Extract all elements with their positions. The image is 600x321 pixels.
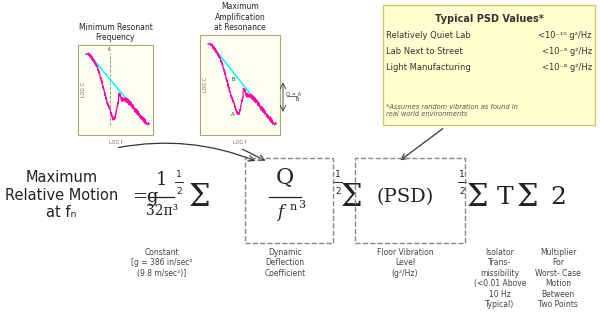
Text: Q = A
      B: Q = A B — [286, 92, 301, 102]
Text: 1: 1 — [335, 170, 341, 179]
Text: 2: 2 — [335, 187, 341, 196]
Text: *Assumes random vibration as found in
real world environments: *Assumes random vibration as found in re… — [386, 104, 518, 117]
Text: Typical PSD Values*: Typical PSD Values* — [434, 14, 544, 24]
Text: 1: 1 — [156, 171, 168, 189]
Text: Σ: Σ — [517, 181, 539, 213]
Text: Relatively Quiet Lab: Relatively Quiet Lab — [386, 31, 471, 40]
Text: Σ: Σ — [467, 181, 489, 213]
Text: 1: 1 — [459, 170, 465, 179]
Text: T: T — [497, 186, 514, 209]
Bar — [245, 158, 333, 243]
Text: (PSD): (PSD) — [376, 188, 434, 206]
Text: 3: 3 — [298, 200, 305, 210]
Text: LOG f: LOG f — [109, 140, 122, 145]
Text: <10⁻⁹ g²/Hz: <10⁻⁹ g²/Hz — [542, 47, 592, 56]
Text: n: n — [290, 202, 297, 212]
Text: 2: 2 — [459, 187, 465, 196]
Text: LOG C: LOG C — [81, 82, 86, 98]
Text: fₙ: fₙ — [107, 47, 112, 52]
Text: Minimum Resonant
Frequency: Minimum Resonant Frequency — [79, 22, 152, 42]
Text: Q: Q — [276, 167, 294, 189]
Text: <10⁻¹⁰ g²/Hz: <10⁻¹⁰ g²/Hz — [539, 31, 592, 40]
Bar — [355, 158, 465, 243]
Bar — [78, 45, 153, 135]
Text: Constant
[g = 386 in/sec²
(9.8 m/sec²)]: Constant [g = 386 in/sec² (9.8 m/sec²)] — [131, 248, 193, 278]
Text: Σ: Σ — [189, 181, 211, 213]
Text: <10⁻⁸ g²/Hz: <10⁻⁸ g²/Hz — [542, 63, 592, 72]
Text: Maximum
Relative Motion
at fₙ: Maximum Relative Motion at fₙ — [5, 170, 118, 220]
Text: Dynamic
Deflection
Coefficient: Dynamic Deflection Coefficient — [265, 248, 305, 278]
Bar — [200, 35, 280, 135]
Text: Multiplier
For
Worst- Case
Motion
Between
Two Points: Multiplier For Worst- Case Motion Betwee… — [535, 248, 581, 309]
Text: Isolator
Trans-
missibility
(<0.01 Above
10 Hz
Typical): Isolator Trans- missibility (<0.01 Above… — [474, 248, 526, 309]
Text: B: B — [232, 77, 235, 82]
Text: 32π³: 32π³ — [146, 204, 178, 218]
Bar — [383, 5, 595, 125]
Text: LOG C: LOG C — [203, 77, 208, 92]
Text: Floor Vibration
Level
(g²/Hz): Floor Vibration Level (g²/Hz) — [377, 248, 433, 278]
Text: LOG f: LOG f — [233, 140, 247, 145]
Text: 2: 2 — [176, 187, 182, 196]
Text: Light Manufacturing: Light Manufacturing — [386, 63, 471, 72]
Text: 2: 2 — [550, 186, 566, 209]
Text: =g: =g — [132, 188, 158, 206]
Text: f: f — [277, 204, 283, 221]
Text: Σ: Σ — [341, 181, 363, 213]
Text: Maximum
Amplification
at Resonance: Maximum Amplification at Resonance — [214, 2, 266, 32]
Text: A: A — [231, 112, 235, 117]
Text: Lab Next to Street: Lab Next to Street — [386, 47, 463, 56]
Text: 1: 1 — [176, 170, 182, 179]
